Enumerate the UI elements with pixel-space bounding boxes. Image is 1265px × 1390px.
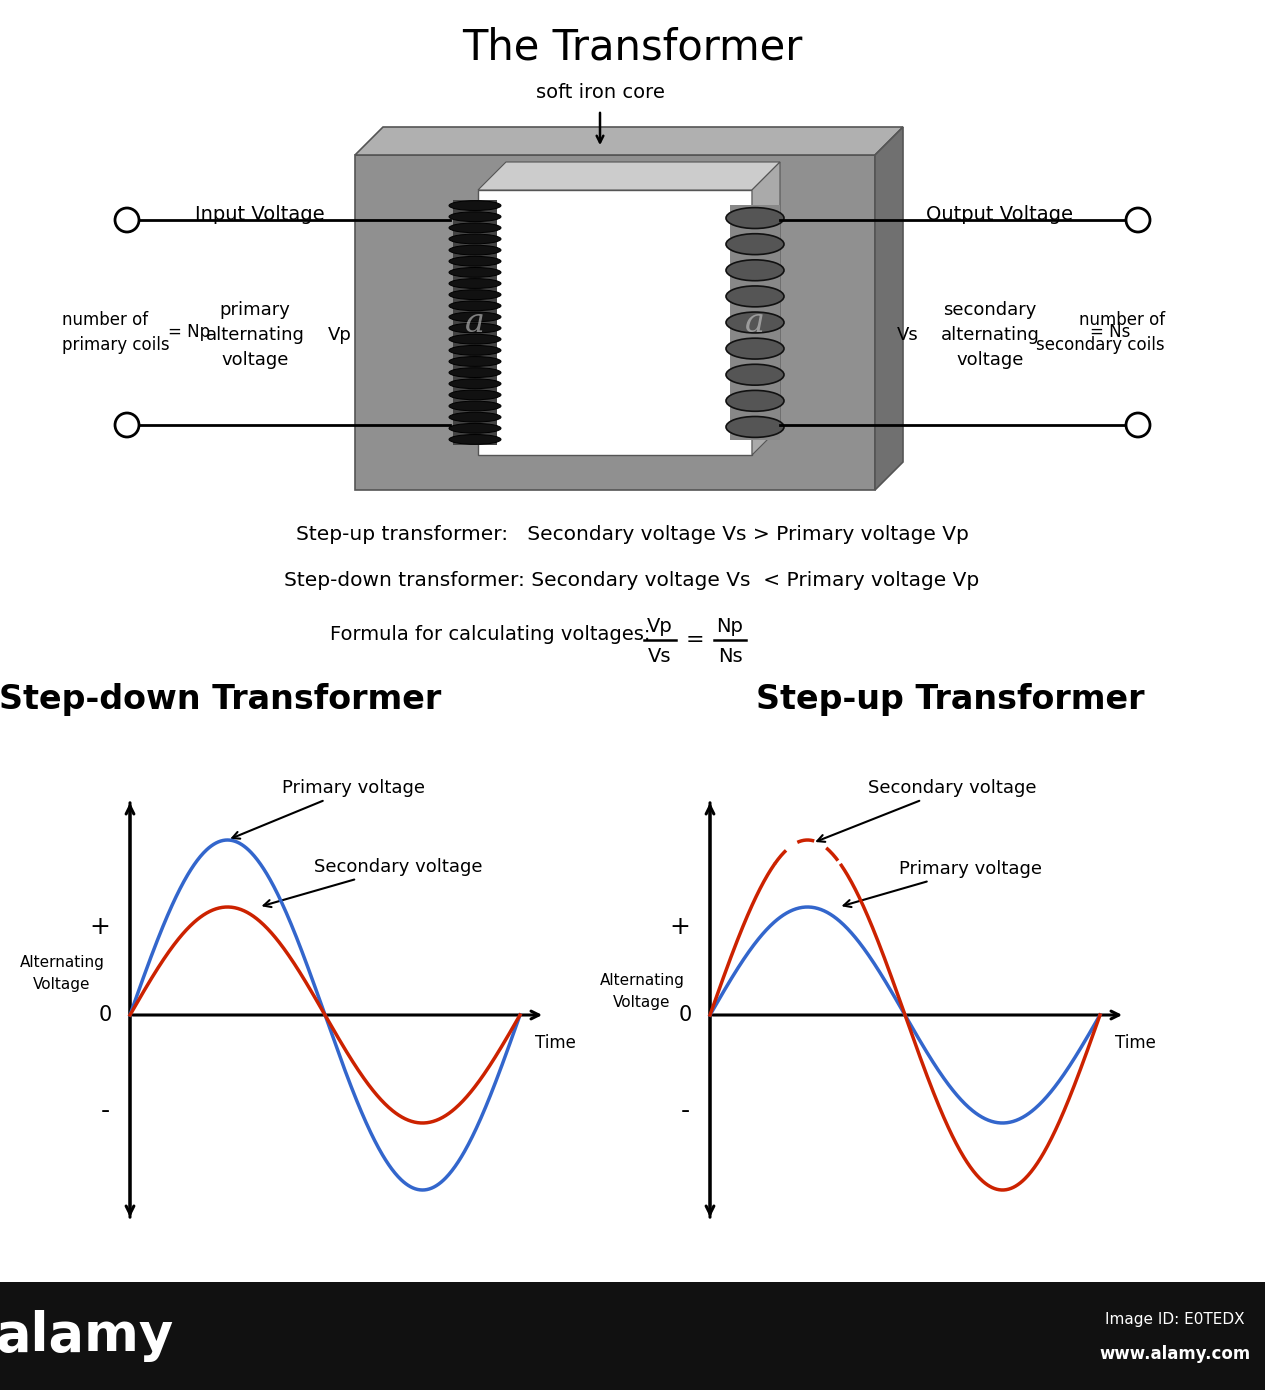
Text: Vs: Vs — [897, 327, 918, 343]
Circle shape — [115, 413, 139, 436]
Ellipse shape — [726, 207, 784, 228]
Ellipse shape — [449, 346, 501, 356]
Circle shape — [1126, 413, 1150, 436]
Text: Step-down Transformer: Step-down Transformer — [0, 684, 441, 716]
Text: voltage: voltage — [221, 352, 288, 368]
Ellipse shape — [726, 338, 784, 359]
Text: Vs: Vs — [648, 646, 672, 666]
Polygon shape — [478, 190, 751, 455]
Ellipse shape — [449, 391, 501, 400]
Text: Alternating: Alternating — [600, 973, 684, 987]
Text: Voltage: Voltage — [614, 994, 670, 1009]
Ellipse shape — [726, 313, 784, 334]
Ellipse shape — [449, 289, 501, 300]
Ellipse shape — [449, 278, 501, 288]
Ellipse shape — [449, 322, 501, 334]
Polygon shape — [0, 1282, 1265, 1390]
Text: Vp: Vp — [328, 327, 352, 343]
Text: a: a — [745, 307, 765, 339]
Text: Vp: Vp — [648, 617, 673, 635]
Text: Voltage: Voltage — [33, 977, 91, 992]
Text: -: - — [101, 1099, 110, 1123]
Ellipse shape — [449, 245, 501, 254]
Text: number of: number of — [1079, 311, 1165, 329]
Ellipse shape — [449, 357, 501, 367]
Text: Step-up Transformer: Step-up Transformer — [755, 684, 1145, 716]
Text: Formula for calculating voltages:: Formula for calculating voltages: — [330, 626, 650, 645]
Ellipse shape — [726, 391, 784, 411]
Ellipse shape — [449, 379, 501, 389]
Ellipse shape — [449, 424, 501, 434]
Polygon shape — [875, 126, 903, 491]
Text: Output Voltage: Output Voltage — [926, 206, 1074, 225]
Circle shape — [115, 208, 139, 232]
Ellipse shape — [449, 402, 501, 411]
Text: soft iron core: soft iron core — [535, 82, 664, 101]
Text: Ns: Ns — [717, 646, 743, 666]
Polygon shape — [453, 200, 497, 445]
Ellipse shape — [449, 413, 501, 423]
Text: Secondary voltage: Secondary voltage — [263, 858, 482, 908]
Polygon shape — [751, 163, 781, 455]
Text: alamy: alamy — [0, 1309, 175, 1362]
Text: primary coils: primary coils — [62, 336, 170, 354]
Polygon shape — [730, 204, 781, 441]
Text: The Transformer: The Transformer — [462, 26, 802, 70]
Text: Primary voltage: Primary voltage — [233, 778, 425, 838]
Text: +: + — [89, 916, 110, 940]
Text: = Np: = Np — [168, 322, 210, 341]
Text: secondary coils: secondary coils — [1036, 336, 1165, 354]
Ellipse shape — [726, 260, 784, 281]
Text: voltage: voltage — [956, 352, 1023, 368]
Text: primary: primary — [220, 302, 291, 318]
Text: Secondary voltage: Secondary voltage — [817, 778, 1036, 842]
Ellipse shape — [449, 300, 501, 311]
Ellipse shape — [449, 256, 501, 265]
Ellipse shape — [449, 234, 501, 243]
Ellipse shape — [449, 211, 501, 221]
Text: alternating: alternating — [941, 327, 1040, 343]
Ellipse shape — [449, 267, 501, 277]
Text: 0: 0 — [99, 1005, 113, 1024]
Polygon shape — [478, 163, 781, 190]
Text: Input Voltage: Input Voltage — [195, 206, 325, 225]
Text: Step-down transformer: Secondary voltage Vs  < Primary voltage Vp: Step-down transformer: Secondary voltage… — [285, 570, 979, 589]
Text: 0: 0 — [679, 1005, 692, 1024]
Text: alternating: alternating — [205, 327, 305, 343]
Ellipse shape — [726, 286, 784, 307]
Circle shape — [1126, 208, 1150, 232]
Text: number of: number of — [62, 311, 148, 329]
Text: = Ns: = Ns — [1090, 322, 1131, 341]
Text: Step-up transformer:   Secondary voltage Vs > Primary voltage Vp: Step-up transformer: Secondary voltage V… — [296, 525, 969, 545]
Text: Np: Np — [716, 617, 744, 635]
Text: Image ID: E0TEDX: Image ID: E0TEDX — [1106, 1312, 1245, 1327]
Ellipse shape — [449, 335, 501, 345]
Ellipse shape — [449, 311, 501, 322]
Ellipse shape — [449, 200, 501, 210]
Text: Time: Time — [535, 1034, 576, 1052]
Ellipse shape — [449, 222, 501, 232]
Ellipse shape — [726, 417, 784, 438]
Text: Primary voltage: Primary voltage — [844, 860, 1041, 908]
Text: Time: Time — [1114, 1034, 1156, 1052]
Text: secondary: secondary — [944, 302, 1037, 318]
Text: a: a — [466, 307, 484, 339]
Text: +: + — [669, 916, 689, 940]
Polygon shape — [355, 126, 903, 156]
Polygon shape — [355, 156, 875, 491]
Ellipse shape — [726, 364, 784, 385]
Ellipse shape — [449, 435, 501, 445]
Text: =: = — [686, 630, 705, 651]
Ellipse shape — [449, 368, 501, 378]
Text: www.alamy.com: www.alamy.com — [1099, 1346, 1251, 1364]
Ellipse shape — [726, 234, 784, 254]
Text: Alternating: Alternating — [19, 955, 105, 970]
Text: -: - — [681, 1099, 689, 1123]
